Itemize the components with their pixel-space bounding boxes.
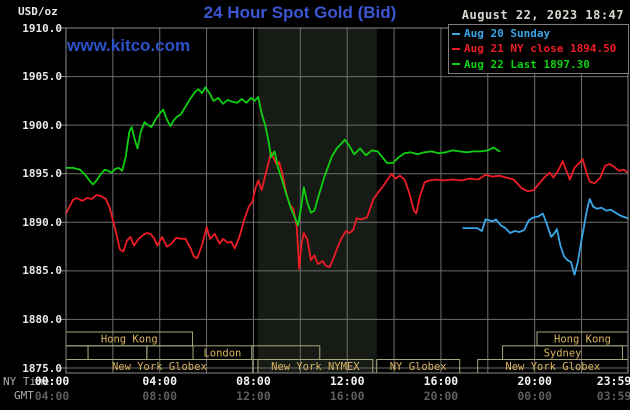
- plot-frame: [65, 27, 629, 374]
- y-axis-tick-label: 1895.0: [22, 167, 62, 181]
- price-line: [65, 151, 629, 270]
- legend-item-ny-close: Aug 21 NY close 1894.50: [449, 42, 628, 56]
- legend-label: Aug 21 NY close 1894.50: [464, 42, 617, 56]
- y-axis-tick-label: 1905.0: [22, 70, 62, 84]
- ny-time-tick-label: 23:59: [596, 374, 630, 388]
- price-line: [462, 198, 629, 276]
- session-box: [87, 345, 148, 360]
- gmt-axis-label: GMT: [14, 389, 34, 402]
- legend-item-sunday: Aug 20 Sunday: [449, 27, 628, 41]
- price-line: [65, 86, 501, 227]
- ny-time-tick-label: 16:00: [423, 374, 459, 388]
- ny-time-tick-label: 00:00: [34, 374, 70, 388]
- gmt-time-tick-label: 20:00: [423, 388, 459, 403]
- y-axis-tick-label: 1885.0: [22, 264, 62, 278]
- ny-time-tick-label: 12:00: [329, 374, 365, 388]
- legend-dash-icon: [452, 47, 460, 50]
- session-label: Hong Kong: [101, 334, 158, 346]
- datetime-label: August 22, 2023 18:47: [461, 8, 624, 22]
- gmt-time-tick-label: 16:00: [329, 388, 365, 403]
- session-label: New York NYMEX: [271, 361, 360, 373]
- legend-item-last: Aug 22 Last 1897.30: [449, 57, 628, 71]
- session-label: New York Globex: [505, 361, 600, 373]
- unit-label: USD/oz: [18, 5, 58, 18]
- ny-time-tick-label: 08:00: [236, 374, 271, 388]
- legend-dash-icon: [452, 32, 460, 35]
- session-box: [146, 345, 194, 360]
- gmt-time-tick-label: 08:00: [142, 388, 178, 403]
- session-label: London: [203, 347, 241, 359]
- legend-label: Aug 20 Sunday: [464, 27, 551, 41]
- session-box: [65, 345, 89, 360]
- session-label: NY Globex: [390, 361, 447, 373]
- y-axis-tick-label: 1910.0: [22, 21, 62, 35]
- legend-box: Aug 20 Sunday Aug 21 NY close 1894.50 Au…: [448, 24, 629, 74]
- gmt-time-tick-label: 00:00: [517, 388, 552, 403]
- session-label: Sydney: [544, 347, 582, 359]
- legend-label: Aug 22 Last 1897.30: [464, 57, 590, 71]
- gmt-time-tick-label: 03:59: [596, 388, 630, 403]
- y-axis-tick-label: 1900.0: [22, 118, 62, 132]
- gmt-time-tick-label: 04:00: [34, 388, 70, 403]
- legend-dash-icon: [452, 63, 460, 66]
- ny-time-axis-label: NY Time: [3, 375, 50, 388]
- session-label: New York Globex: [112, 361, 207, 373]
- y-axis-tick-label: 1875.0: [22, 361, 62, 375]
- y-axis-tick-label: 1890.0: [22, 215, 62, 229]
- ny-time-tick-label: 04:00: [142, 374, 178, 388]
- kitco-watermark-link[interactable]: www.kitco.com: [67, 36, 191, 55]
- y-axis-tick-label: 1880.0: [22, 312, 62, 326]
- page-title: 24 Hour Spot Gold (Bid): [203, 3, 397, 22]
- ny-time-tick-label: 20:00: [517, 374, 552, 388]
- session-label: Hong Kong: [554, 334, 611, 346]
- gmt-time-tick-label: 12:00: [236, 388, 271, 403]
